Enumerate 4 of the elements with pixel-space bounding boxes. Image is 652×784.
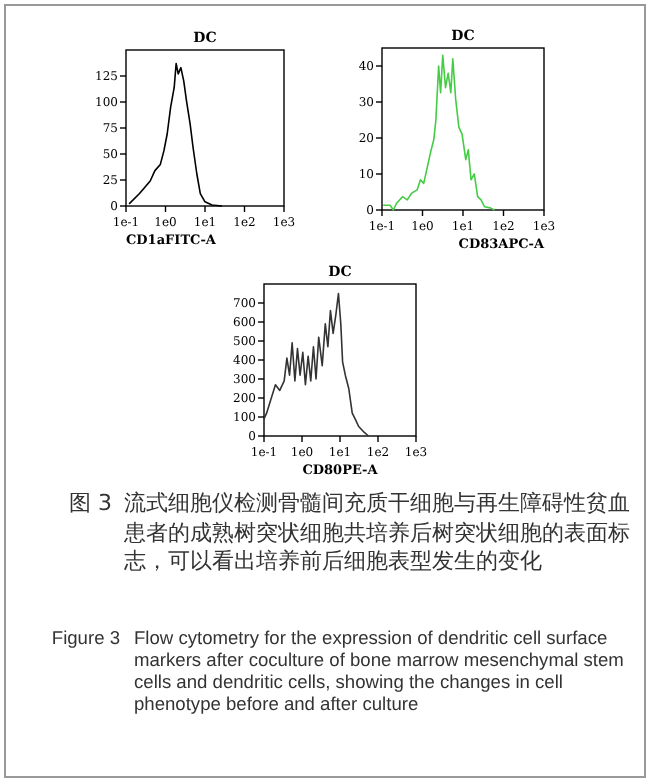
caption: 图 3	[67, 490, 112, 519]
text: Flow cytometry for the expression of dendritic cell surface markers after coculture of bone marrow mesenchymal stem cells and dendritic cells, showing the changes in cell phenotype before and after culture	[134, 628, 626, 716]
text: 流式细胞仪检测骨髓间充质干细胞与再生障碍性贫血患者的成熟树突状细胞共培养后树突状细胞的表面标志，可以看出培养前后细胞表型发生的变化	[124, 490, 632, 577]
caption: Figure 3	[49, 628, 120, 650]
